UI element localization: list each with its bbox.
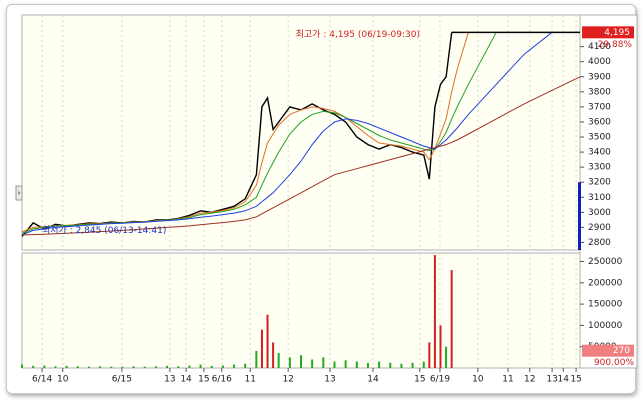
x-tick-label: 6/14 [32,375,52,385]
x-tick-label: 14 [558,375,570,385]
last-volume-change: 900.00% [594,358,634,368]
volume-bar [266,314,269,368]
y-tick-label: 3200 [588,178,611,188]
range-bar [578,182,581,250]
volume-bar [400,363,403,368]
volume-bar [422,361,425,368]
volume-bar [132,366,135,368]
x-tick-label: 15 [570,375,581,385]
x-tick-label: 12 [524,375,535,385]
volume-bar [288,357,291,368]
volume-bar [333,361,336,368]
volume-bar [260,329,263,368]
volume-bar [272,342,275,368]
volume-bar [255,350,258,368]
x-tick-label: 13 [546,375,557,385]
volume-bar [322,357,325,368]
max-label: 최고가 : 4,195 (06/19-09:30) [296,29,420,40]
volume-bar [76,366,79,368]
volume-bar [65,365,68,368]
y-tick-label: 200000 [588,278,623,288]
volume-bar [428,342,431,368]
volume-bar [366,362,369,368]
volume-bar [450,270,453,368]
y-tick-label: 2900 [588,223,611,233]
y-tick-label: 3600 [588,117,611,127]
volume-bar [233,364,236,368]
volume-bar [445,346,448,368]
side-toggle-icon: › [18,189,21,197]
y-tick-label: 3500 [588,133,611,143]
y-tick-label: 3800 [588,87,611,97]
y-tick-label: 100000 [588,321,623,331]
volume-bar [99,366,102,368]
y-tick-label: 3100 [588,193,611,203]
last-price-box [582,26,634,39]
volume-bar [54,366,57,368]
y-tick-label: 3900 [588,72,611,82]
y-tick-label: 4000 [588,57,611,67]
volume-bar [244,363,247,368]
y-tick-label: 3400 [588,148,611,158]
x-tick-label: 12 [282,375,293,385]
x-tick-label: 6/16 [212,375,232,385]
x-tick-label: 10 [57,375,69,385]
x-tick-label: 10 [472,375,484,385]
volume-bar [355,361,358,368]
y-tick-label: 250000 [588,257,623,267]
y-tick-label: 150000 [588,300,623,310]
volume-bar [87,366,90,368]
volume-panel [21,252,581,369]
volume-bar [154,366,157,368]
volume-bar [277,353,280,368]
volume-bar [143,366,146,368]
last-volume-box [582,344,634,357]
last-price-label: 4,195 [604,28,630,38]
side-toggle[interactable] [15,185,23,201]
volume-bar [433,255,436,368]
series-line [21,31,553,236]
value-axis-panel [579,14,638,369]
volume-bar [121,366,124,368]
x-tick-label: 6/15 [112,375,132,385]
volume-bar [166,365,169,368]
volume-bar [311,359,314,368]
volume-bar [210,365,213,368]
volume-bar [439,325,442,368]
x-tick-label: 6/19 [430,375,450,385]
y-tick-label: 3000 [588,208,611,218]
last-volume-label: 270 [613,346,630,356]
x-tick-label: 11 [502,375,513,385]
volume-bar [300,355,302,368]
x-tick-label: 14 [180,375,192,385]
volume-bar [177,366,180,368]
x-tick-label: 14 [367,375,379,385]
y-tick-label: 4100 [588,42,611,52]
y-tick-label: 3300 [588,163,611,173]
x-tick-label: 13 [324,375,335,385]
y-tick-label: 2800 [588,238,611,248]
x-tick-label: 13 [164,375,175,385]
volume-bar [188,365,191,368]
volume-bar [389,362,392,368]
x-tick-label: 11 [244,375,255,385]
x-tick-label: 15 [198,375,209,385]
min-label: 최저가 : 2,845 (06/13-14:41) [42,225,166,236]
volume-bar [32,365,35,368]
series-line [21,76,581,236]
x-tick-label: 15 [414,375,425,385]
volume-bar [43,365,46,368]
y-tick-label: 3700 [588,102,611,112]
volume-bar [110,366,113,368]
volume-bar [221,365,224,368]
price-panel [21,14,581,251]
last-change-label: 29.88% [598,40,633,50]
volume-bar [344,360,347,368]
volume-bar [199,364,202,368]
volume-bar [411,362,414,368]
volume-bar [21,364,23,368]
volume-bar [378,361,381,368]
